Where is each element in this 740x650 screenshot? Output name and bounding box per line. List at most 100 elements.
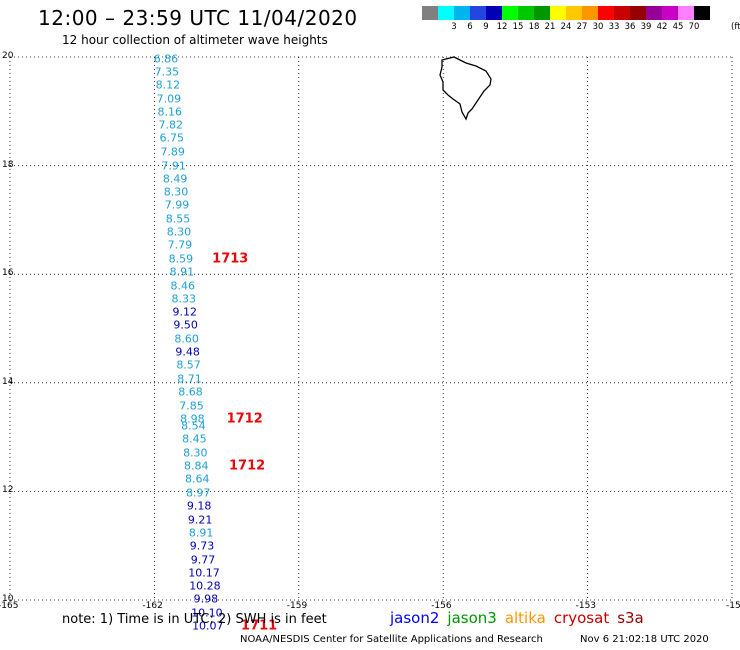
wave-height-value: 7.09 [156,92,182,106]
wave-height-value: 8.49 [162,172,188,186]
legend-swatch: 27 [566,6,587,32]
wave-height-value: 10.17 [188,566,220,580]
wave-height-value: 8.30 [166,225,192,239]
legend-swatch: 30 [582,6,603,32]
wave-height-value: 8.12 [155,78,181,92]
wave-height-value: 8.33 [171,292,197,306]
legend-swatch: 15 [502,6,523,32]
satellite-name: s3a [617,609,644,627]
wave-height-value: 8.91 [169,265,195,279]
lon-tick-label: -153 [575,601,597,611]
wave-height-value: 8.84 [184,459,209,473]
legend-swatch: 9 [470,6,489,32]
wave-height-value: 8.91 [188,526,214,540]
pass-time-label: 1712 [226,411,263,427]
wave-height-value: 9.50 [173,318,198,332]
lat-tick-label: 12 [2,485,14,496]
legend-swatch-label: 24 [560,22,572,32]
legend-unit: (ft) [731,22,740,32]
wave-height-value: 8.98 [180,412,205,426]
map-grid [9,56,733,601]
wave-height-value: 8.57 [176,358,201,372]
wave-height-value: 8.97 [185,486,211,500]
legend-swatch: 45 [662,6,683,32]
satellite-name: cryosat [553,609,610,627]
wave-height-value: 7.89 [160,145,185,159]
wave-height-value: 8.68 [178,385,203,399]
wave-height-value: 8.60 [174,332,199,346]
wave-height-value: 8.30 [163,185,189,199]
wave-height-value: 8.64 [184,472,210,486]
legend-swatch-label: 45 [672,22,684,32]
legend-swatch: 33 [598,6,619,32]
wave-height-value: 7.91 [161,159,186,173]
pass-time-label: 1712 [229,458,266,474]
legend-swatch-label: 33 [608,22,620,32]
map-overlay: 20 18 16 14 12 10 -165 -162 -159 -156 -153 -15 6.86 7… [0,51,740,634]
page-subtitle: 12 hour collection of altimeter wave hei… [62,33,328,47]
legend-swatch: 42 [646,6,667,32]
lon-tick-label: -156 [431,601,452,611]
wave-height-value: 6.75 [159,131,184,145]
units-note: note: 1) Time is in UTC; 2) SWH is in fe… [62,612,327,627]
legend-swatch-label: 12 [496,22,508,32]
legend-swatch-label: 18 [528,22,540,32]
page-title: 12:00 – 23:59 UTC 11/04/2020 [38,6,358,30]
legend-swatch: 70 [678,6,699,32]
satellite-legend: jason2 jason3 altika cryosat s3a [390,609,652,627]
legend-swatch: 3 [438,6,457,32]
legend-swatch-label: 42 [656,22,668,32]
wave-height-value: 8.71 [177,372,202,386]
lon-tick-label: -165 [0,601,19,611]
wave-height-value: 8.16 [157,105,183,119]
wave-height-value: 7.99 [164,198,190,212]
legend-swatch [422,6,438,20]
legend-swatch: 24 [550,6,571,32]
legend-swatch-label: 30 [592,22,604,32]
legend-swatch-label: 27 [576,22,588,32]
legend-swatch: 18 [518,6,539,32]
wave-height-value: 9.77 [190,553,216,567]
lon-tick-label: -15 [726,601,740,611]
pass-time-label: 1713 [212,251,249,267]
lat-tick-label: 16 [2,268,14,279]
satellite-name: jason2 [390,609,440,627]
credit-text: NOAA/NESDIS Center for Satellite Applica… [240,634,543,645]
legend-swatch-label: 6 [467,22,473,32]
legend-swatch: 21 [534,6,555,32]
wave-height-value: 8.46 [170,279,196,293]
wave-height-value: 10.28 [189,579,221,593]
map-plot [9,56,733,601]
legend-swatch-label: 9 [483,22,489,32]
legend-swatch-label: 3 [451,22,457,32]
wave-height-value: 9.12 [172,305,197,319]
legend-swatch-label: 15 [512,22,524,32]
wave-height-value: 7.35 [154,65,180,79]
wave-height-value: 10.07 [192,619,224,633]
wave-height-value: 7.79 [167,238,193,252]
wave-height-value: 9.21 [187,513,213,527]
legend-swatch-label: 70 [688,22,700,32]
legend-swatch: 36 [614,6,635,32]
wave-height-value: 8.45 [182,432,207,446]
lon-tick-label: -162 [142,601,163,611]
wave-height-value: 9.48 [175,345,200,359]
wave-height-value: 9.73 [189,539,215,553]
wave-height-value: 10.10 [191,606,223,620]
wave-height-value: 8.59 [168,252,194,266]
lat-tick-label: 20 [2,51,14,61]
satellite-name: jason3 [447,609,497,627]
color-legend: 3 6 9 12 15 18 21 24 27 30 33 36 39 42 45 70 [422,6,710,32]
wave-height-value: 8.54 [181,419,206,433]
wave-height-value: 9.98 [193,592,219,606]
pass-time-label: 1711 [241,618,278,634]
lat-tick-label: 18 [2,159,14,170]
legend-swatch: 39 [630,6,651,32]
wave-height-value: 7.85 [179,399,204,413]
legend-swatch-label: 36 [624,22,636,32]
island-outline [439,56,492,121]
legend-swatch [694,6,710,20]
lon-tick-label: -159 [286,601,308,611]
legend-swatch: 12 [486,6,507,32]
satellite-name: altika [504,609,546,627]
